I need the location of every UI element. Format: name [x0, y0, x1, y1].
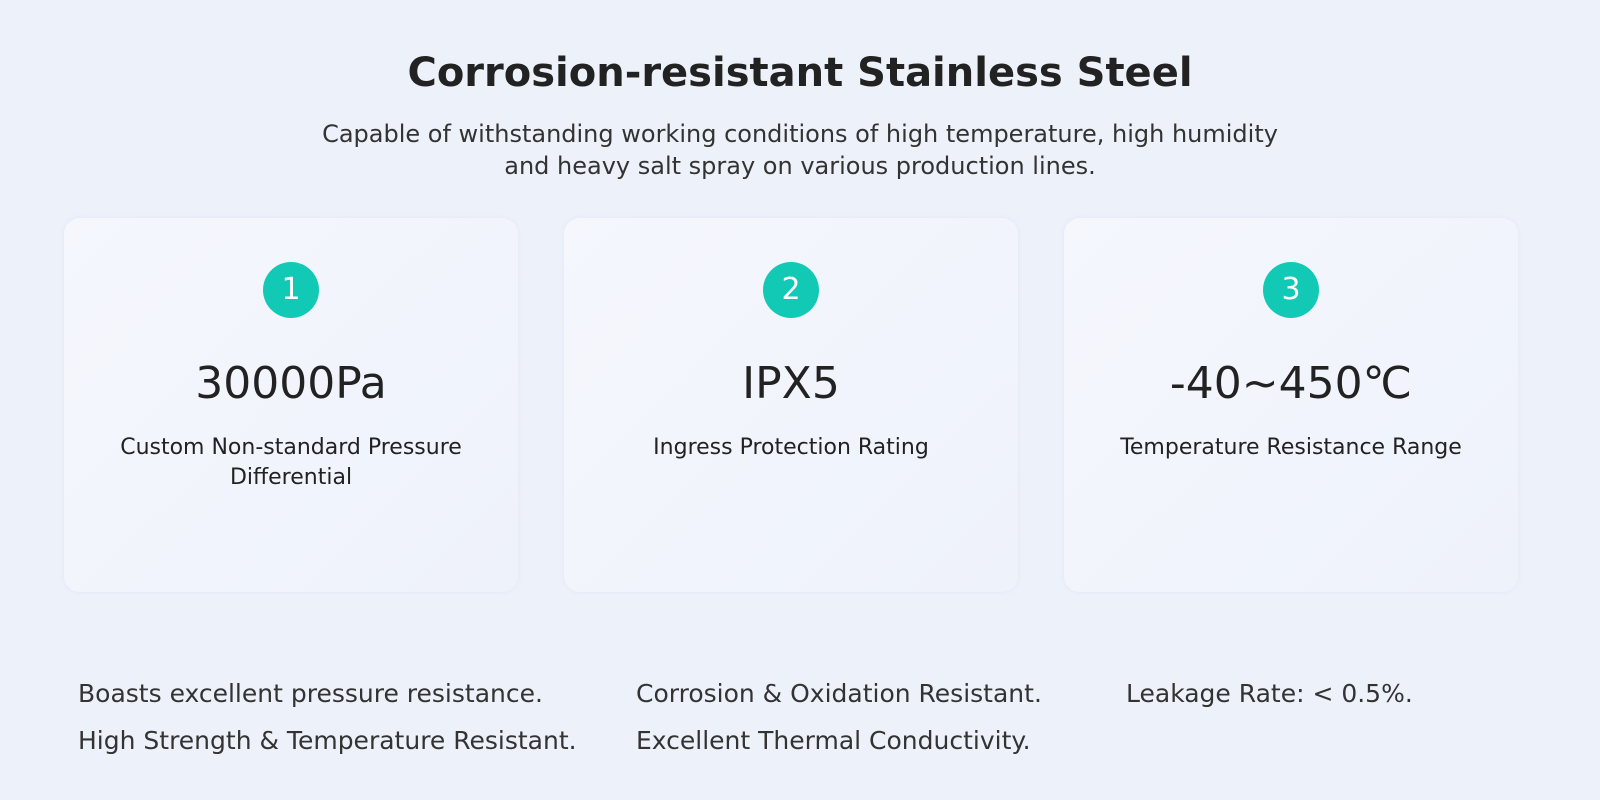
- card: 1 30000Pa Custom Non-standard Pressure Diff…: [64, 218, 518, 592]
- feature-column: Boasts excellent pressure resistance. Hig…: [78, 670, 577, 764]
- card-value: IPX5: [742, 358, 840, 409]
- feature-item: Leakage Rate: < 0.5%.: [1126, 679, 1413, 708]
- card-number: 3: [1263, 262, 1319, 318]
- card-number: 1: [263, 262, 319, 318]
- card-value: 30000Pa: [195, 358, 387, 409]
- card-label: Custom Non-standard Pressure Differential: [64, 433, 518, 493]
- card-label: Ingress Protection Rating: [564, 433, 1018, 463]
- card-label-line: Differential: [229, 465, 353, 490]
- card: 3 -40~450℃ Temperature Resistance Range: [1064, 218, 1518, 592]
- card: 2 IPX5 Ingress Protection Rating: [564, 218, 1018, 592]
- card-label: Temperature Resistance Range: [1064, 433, 1518, 463]
- card-label-line: Temperature Resistance Range: [1120, 435, 1462, 460]
- card-label-line: Ingress Protection Rating: [653, 435, 929, 460]
- feature-column: Leakage Rate: < 0.5%.: [1126, 670, 1413, 717]
- feature-item: Corrosion & Oxidation Resistant.: [636, 679, 1042, 708]
- card-value: -40~450℃: [1169, 358, 1413, 409]
- card-number: 2: [763, 262, 819, 318]
- title: Corrosion-resistant Stainless Steel: [407, 50, 1193, 96]
- feature-item: Boasts excellent pressure resistance.: [78, 679, 543, 708]
- subtitle-line: Capable of withstanding working conditio…: [322, 120, 1278, 148]
- feature-column: Corrosion & Oxidation Resistant. Excellen…: [636, 670, 1042, 764]
- card-label-line: Custom Non-standard Pressure: [120, 435, 462, 460]
- subtitle: Capable of withstanding working conditio…: [0, 118, 1600, 182]
- feature-item: Excellent Thermal Conductivity.: [636, 726, 1031, 755]
- subtitle-line: and heavy salt spray on various producti…: [504, 152, 1096, 180]
- feature-item: High Strength & Temperature Resistant.: [78, 726, 577, 755]
